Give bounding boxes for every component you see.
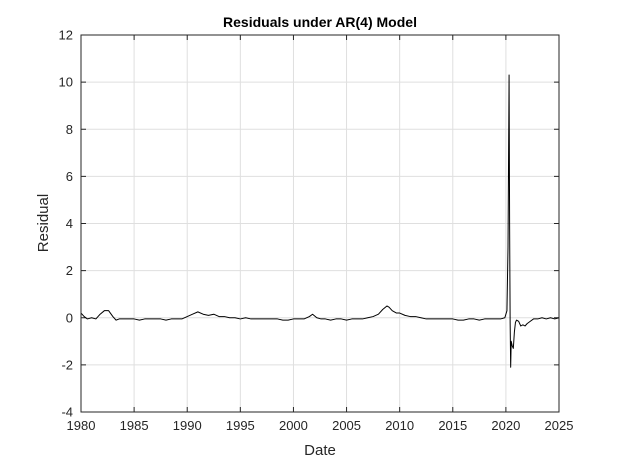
y-tick-label: 2	[66, 263, 73, 278]
y-tick-label: 12	[59, 28, 73, 43]
x-tick-label: 1985	[120, 418, 149, 433]
y-tick-label: 4	[66, 216, 73, 231]
chart-title: Residuals under AR(4) Model	[223, 14, 417, 30]
y-tick-label: 8	[66, 122, 73, 137]
y-tick-label: -4	[61, 405, 73, 420]
residual-series-line	[80, 74, 560, 368]
x-tick-label: 2025	[545, 418, 574, 433]
y-axis-label: Residual	[35, 194, 52, 252]
x-tick-label: 2010	[385, 418, 414, 433]
x-tick-labels: 1980 1985 1990 1995 2000 2005 2010 2015 2020 2025	[67, 418, 574, 433]
x-tick-label: 1980	[67, 418, 96, 433]
y-tick-label: -2	[61, 357, 73, 372]
y-tick-labels: -4 -2 0 2 4 6 8 10 12	[59, 28, 73, 420]
x-tick-label: 1990	[173, 418, 202, 433]
series-layer	[80, 74, 560, 368]
x-axis-label: Date	[304, 442, 336, 459]
x-tick-label: 1995	[226, 418, 255, 433]
x-tick-label: 2015	[438, 418, 467, 433]
x-tick-label: 2005	[332, 418, 361, 433]
y-tick-label: 0	[66, 310, 73, 325]
x-tick-label: 2000	[279, 418, 308, 433]
y-tick-label: 6	[66, 169, 73, 184]
plot-frame	[80, 34, 560, 413]
x-tick-label: 2020	[491, 418, 520, 433]
y-tick-label: 10	[59, 75, 73, 90]
